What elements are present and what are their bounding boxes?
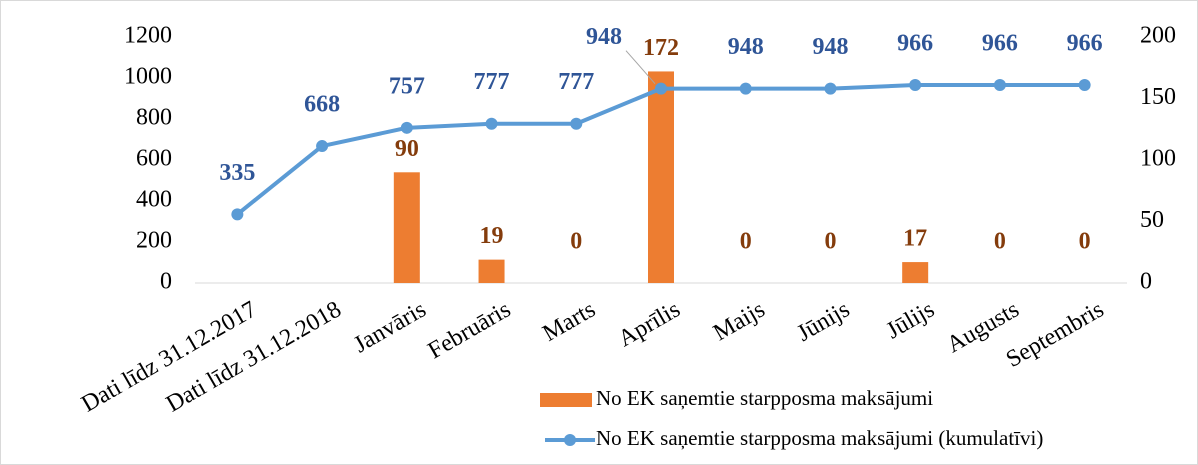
line-value-label: 948 bbox=[728, 34, 764, 60]
line-value-label: 757 bbox=[389, 73, 425, 99]
y2-tick-label: 50 bbox=[1140, 207, 1164, 233]
y2-tick-label: 0 bbox=[1140, 269, 1152, 295]
line-point bbox=[570, 117, 583, 130]
legend-marker bbox=[564, 434, 576, 446]
line-point bbox=[909, 78, 922, 91]
line-value-label: 966 bbox=[982, 30, 1018, 56]
bar bbox=[478, 259, 505, 283]
bar bbox=[648, 71, 674, 283]
line-value-label: 948 bbox=[812, 34, 848, 60]
y2-tick-label: 150 bbox=[1140, 84, 1176, 110]
line-point bbox=[824, 82, 837, 95]
line-value-label: 948 bbox=[586, 24, 622, 50]
line-value-label: 668 bbox=[304, 92, 340, 118]
bar-value-label: 0 bbox=[1079, 229, 1091, 255]
legend-label: No EK saņemtie starpposma maksājumi (kum… bbox=[596, 426, 1043, 450]
line-point bbox=[739, 82, 752, 95]
y-tick-label: 1000 bbox=[124, 64, 172, 90]
line-value-label: 966 bbox=[1067, 30, 1103, 56]
bar-value-label: 0 bbox=[824, 229, 836, 255]
y-tick-label: 0 bbox=[160, 269, 172, 295]
line-value-label: 335 bbox=[219, 160, 255, 186]
legend-swatch bbox=[540, 393, 592, 407]
y-tick-label: 800 bbox=[136, 105, 172, 131]
line-point bbox=[485, 117, 498, 130]
y2-tick-label: 200 bbox=[1140, 23, 1176, 49]
line-point bbox=[316, 140, 329, 153]
bar bbox=[902, 262, 929, 283]
bar-value-label: 17 bbox=[903, 226, 927, 252]
line-point bbox=[231, 208, 244, 221]
bar bbox=[393, 172, 420, 283]
line-point bbox=[655, 82, 667, 95]
line-point bbox=[1078, 78, 1091, 91]
bar-value-label: 0 bbox=[994, 229, 1006, 255]
bar-value-label: 19 bbox=[480, 223, 504, 249]
line-value-label: 777 bbox=[558, 69, 594, 95]
y2-tick-label: 100 bbox=[1140, 146, 1176, 172]
bar-value-label: 0 bbox=[740, 229, 752, 255]
bar-value-label: 172 bbox=[643, 35, 679, 61]
y-tick-label: 1200 bbox=[124, 23, 172, 49]
bar-value-label: 90 bbox=[395, 136, 419, 162]
y-tick-label: 400 bbox=[136, 187, 172, 213]
line-point bbox=[400, 121, 413, 134]
line-value-label: 966 bbox=[897, 30, 933, 56]
leader-line bbox=[625, 50, 656, 84]
bar-value-label: 0 bbox=[570, 229, 582, 255]
line-value-label: 777 bbox=[474, 69, 510, 95]
y-tick-label: 600 bbox=[136, 146, 172, 172]
line-point bbox=[993, 78, 1006, 91]
legend-label: No EK saņemtie starpposma maksājumi bbox=[596, 386, 933, 410]
y-tick-label: 200 bbox=[136, 228, 172, 254]
